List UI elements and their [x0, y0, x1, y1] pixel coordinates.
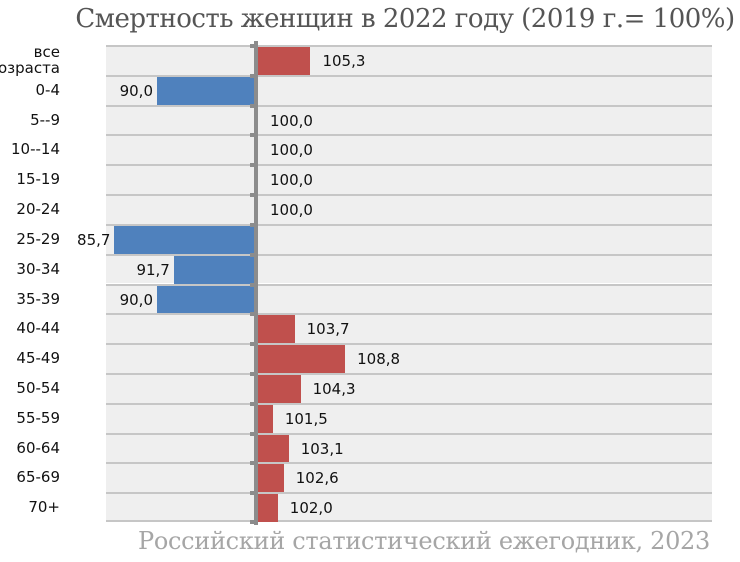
category-label: 20-24 [16, 200, 60, 219]
baseline-axis [254, 41, 258, 525]
category-label: 25-29 [16, 229, 60, 248]
source-note: Российский статистический ежегодник, 202… [138, 527, 710, 555]
plot-area: 105,3 всевозраста 90,0 0-4 100,0 5--9 100,0 10-… [0, 41, 712, 525]
category-label: 10--14 [11, 140, 60, 159]
chart-row: 90,0 [106, 74, 712, 105]
chart-row: 104,3 [106, 372, 712, 403]
axis-tick [250, 103, 256, 108]
data-bar [173, 255, 256, 284]
axis-tick [250, 133, 256, 138]
chart-row: 85,7 [77, 223, 712, 254]
category-label: 45-49 [16, 349, 60, 368]
category-label: 35-39 [16, 289, 60, 308]
chart-row: 102,0 [106, 492, 712, 523]
axis-tick [250, 520, 256, 524]
data-label: 90,0 [119, 81, 153, 100]
axis-tick [250, 342, 256, 347]
data-bar [258, 345, 346, 374]
data-bar [157, 76, 256, 105]
axis-tick [250, 193, 256, 198]
axis-tick [250, 401, 256, 406]
axis-tick [250, 73, 256, 78]
data-bar [258, 494, 278, 523]
chart-row: 102,6 [106, 462, 712, 493]
axis-tick [250, 163, 256, 168]
axis-tick [250, 312, 256, 317]
chart-title: Смертность женщин в 2022 году (2019 г.= … [75, 4, 735, 34]
chart-row: 108,8 [106, 343, 712, 374]
category-label: 55-59 [16, 408, 60, 427]
data-label: 105,3 [322, 52, 366, 70]
data-label: 100,0 [270, 111, 313, 130]
axis-tick [250, 491, 256, 496]
category-label: 65-69 [16, 468, 60, 487]
data-label: 102,6 [295, 469, 339, 488]
data-bar [114, 225, 256, 254]
data-bar [258, 464, 284, 493]
category-label: 40-44 [16, 319, 60, 338]
category-label: всевозраста [0, 43, 60, 77]
data-label: 91,7 [136, 260, 170, 279]
data-label: 85,7 [77, 230, 111, 249]
axis-tick [250, 461, 256, 466]
chart-row: 100,0 [106, 104, 712, 135]
data-label: 108,8 [357, 350, 401, 369]
data-bar [258, 315, 295, 344]
data-label: 104,3 [312, 379, 356, 398]
axis-tick [250, 282, 256, 287]
chart-row: 101,5 [106, 402, 712, 433]
category-label: 70+ [28, 498, 60, 517]
chart-row: 90,0 [106, 283, 712, 314]
category-label: 0-4 [35, 80, 61, 99]
data-bar [258, 374, 301, 403]
data-bar [157, 285, 256, 314]
chart-row: 103,1 [106, 432, 712, 463]
axis-tick [250, 222, 256, 227]
axis-tick [250, 252, 256, 257]
data-bar [258, 47, 311, 75]
category-label: 60-64 [16, 438, 60, 457]
category-label: 15-19 [16, 170, 60, 189]
data-label: 90,0 [119, 290, 153, 309]
data-label: 100,0 [270, 171, 313, 190]
chart-row: 105,3 [106, 45, 712, 75]
data-bar [258, 434, 289, 463]
category-label: 5--9 [30, 110, 60, 129]
axis-tick [250, 371, 256, 376]
data-label: 101,5 [284, 409, 328, 428]
chart-row: 103,7 [106, 313, 712, 344]
category-label: 50-54 [16, 378, 60, 397]
chart-row: 100,0 [106, 134, 712, 165]
data-bar [258, 404, 273, 433]
data-label: 103,7 [306, 320, 350, 339]
category-label: 30-34 [16, 259, 60, 278]
axis-tick [250, 44, 256, 48]
chart-row: 91,7 [106, 253, 712, 284]
data-label: 102,0 [289, 499, 333, 518]
data-label: 100,0 [270, 141, 313, 160]
chart-row: 100,0 [106, 164, 712, 195]
data-label: 100,0 [270, 201, 313, 220]
data-label: 103,1 [300, 439, 344, 458]
chart-row: 100,0 [106, 194, 712, 224]
axis-tick [250, 431, 256, 436]
